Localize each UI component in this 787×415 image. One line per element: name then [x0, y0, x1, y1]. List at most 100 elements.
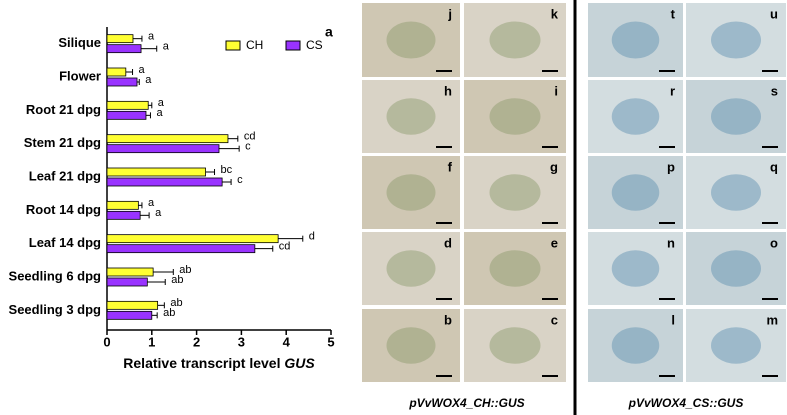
photo-subject [711, 174, 761, 211]
legend-swatch [225, 40, 241, 51]
significance-label: a [148, 31, 155, 43]
panel-letter: d [444, 235, 452, 250]
photo-subject [489, 174, 541, 211]
bar [106, 110, 147, 120]
photo [464, 80, 566, 153]
caption-left: pVvWOX4_CH::GUS [408, 396, 524, 410]
panel-letter: l [671, 312, 675, 327]
panel-letter: o [770, 235, 778, 250]
photo-subject [386, 174, 436, 211]
panel-letter: u [770, 6, 778, 21]
photo-subject [711, 327, 761, 364]
legend-swatch [285, 40, 301, 51]
photo [588, 309, 683, 382]
category-label: Seedling 6 dpg [9, 268, 102, 283]
bar [106, 277, 148, 287]
category-label: Seedling 3 dpg [9, 302, 102, 317]
panel-letter: b [444, 312, 452, 327]
significance-label: a [139, 64, 146, 76]
photo [464, 232, 566, 305]
bar [106, 234, 279, 244]
legend-label: CS [306, 38, 323, 52]
bar [106, 300, 159, 310]
bar [106, 77, 138, 87]
significance-label: ab [171, 274, 183, 286]
photo-subject [386, 21, 436, 59]
panel-label: a [325, 24, 333, 40]
panel-letter: n [667, 235, 675, 250]
panel-letter: t [671, 6, 676, 21]
significance-label: ab [170, 297, 182, 309]
photo-subject [611, 98, 660, 135]
category-label: Flower [59, 68, 101, 83]
significance-label: bc [221, 164, 233, 176]
significance-label: c [245, 141, 251, 153]
significance-label: cd [279, 241, 291, 253]
bar [106, 167, 206, 177]
photo [588, 3, 683, 77]
bar [106, 244, 256, 254]
photo [588, 232, 683, 305]
photo-subject [489, 327, 541, 364]
x-tick-label: 1 [148, 334, 155, 349]
x-tick-label: 0 [103, 334, 110, 349]
bar [106, 67, 127, 77]
x-tick-label: 4 [283, 334, 291, 349]
significance-label: c [237, 174, 243, 186]
x-tick-label: 2 [193, 334, 200, 349]
photo-subject [386, 327, 436, 364]
significance-label: a [158, 97, 165, 109]
panel-letter: c [551, 312, 558, 327]
photo [362, 80, 460, 153]
category-label: Root 14 dpg [26, 202, 101, 217]
panel-letter: m [766, 312, 778, 327]
photo-subject [711, 98, 761, 135]
panel-letter: g [550, 159, 558, 174]
x-axis-title-gene: GUS [284, 355, 315, 371]
category-label: Stem 21 dpg [24, 135, 101, 150]
photo-subject [489, 98, 541, 135]
bar [106, 200, 139, 210]
panel-letter: h [444, 83, 452, 98]
photo [464, 309, 566, 382]
photo [362, 156, 460, 229]
significance-label: a [148, 197, 155, 209]
bar [106, 34, 134, 44]
bar [106, 44, 142, 54]
bar [106, 144, 220, 154]
x-axis-title: Relative transcript level GUS [123, 355, 315, 371]
photo-subject [611, 250, 660, 287]
bar [106, 177, 223, 187]
category-label: Root 21 dpg [26, 102, 101, 117]
caption-right: pVvWOX4_CS::GUS [628, 396, 744, 410]
photo [686, 309, 786, 382]
photo-subject [611, 21, 660, 59]
bar [106, 267, 154, 277]
photo-subject [386, 98, 436, 135]
panel-letter: p [667, 159, 675, 174]
panel-letter: j [447, 6, 452, 21]
photo [362, 3, 460, 77]
panel-letter: k [551, 6, 559, 21]
photo [686, 3, 786, 77]
legend-label: CH [246, 38, 263, 52]
photo [686, 232, 786, 305]
panel-letter: i [554, 83, 558, 98]
category-label: Silique [58, 35, 101, 50]
photo [464, 156, 566, 229]
significance-label: a [145, 74, 152, 86]
photo [362, 232, 460, 305]
photo [588, 156, 683, 229]
significance-label: a [156, 107, 163, 119]
photo-subject [711, 21, 761, 59]
significance-label: a [155, 207, 162, 219]
panel-letter: f [448, 159, 453, 174]
bar [106, 134, 229, 144]
panel-letter: e [551, 235, 558, 250]
photo-subject [489, 21, 541, 59]
panel-letter: s [771, 83, 778, 98]
significance-label: ab [179, 264, 191, 276]
photo-subject [611, 174, 660, 211]
panel-letter: r [670, 83, 675, 98]
